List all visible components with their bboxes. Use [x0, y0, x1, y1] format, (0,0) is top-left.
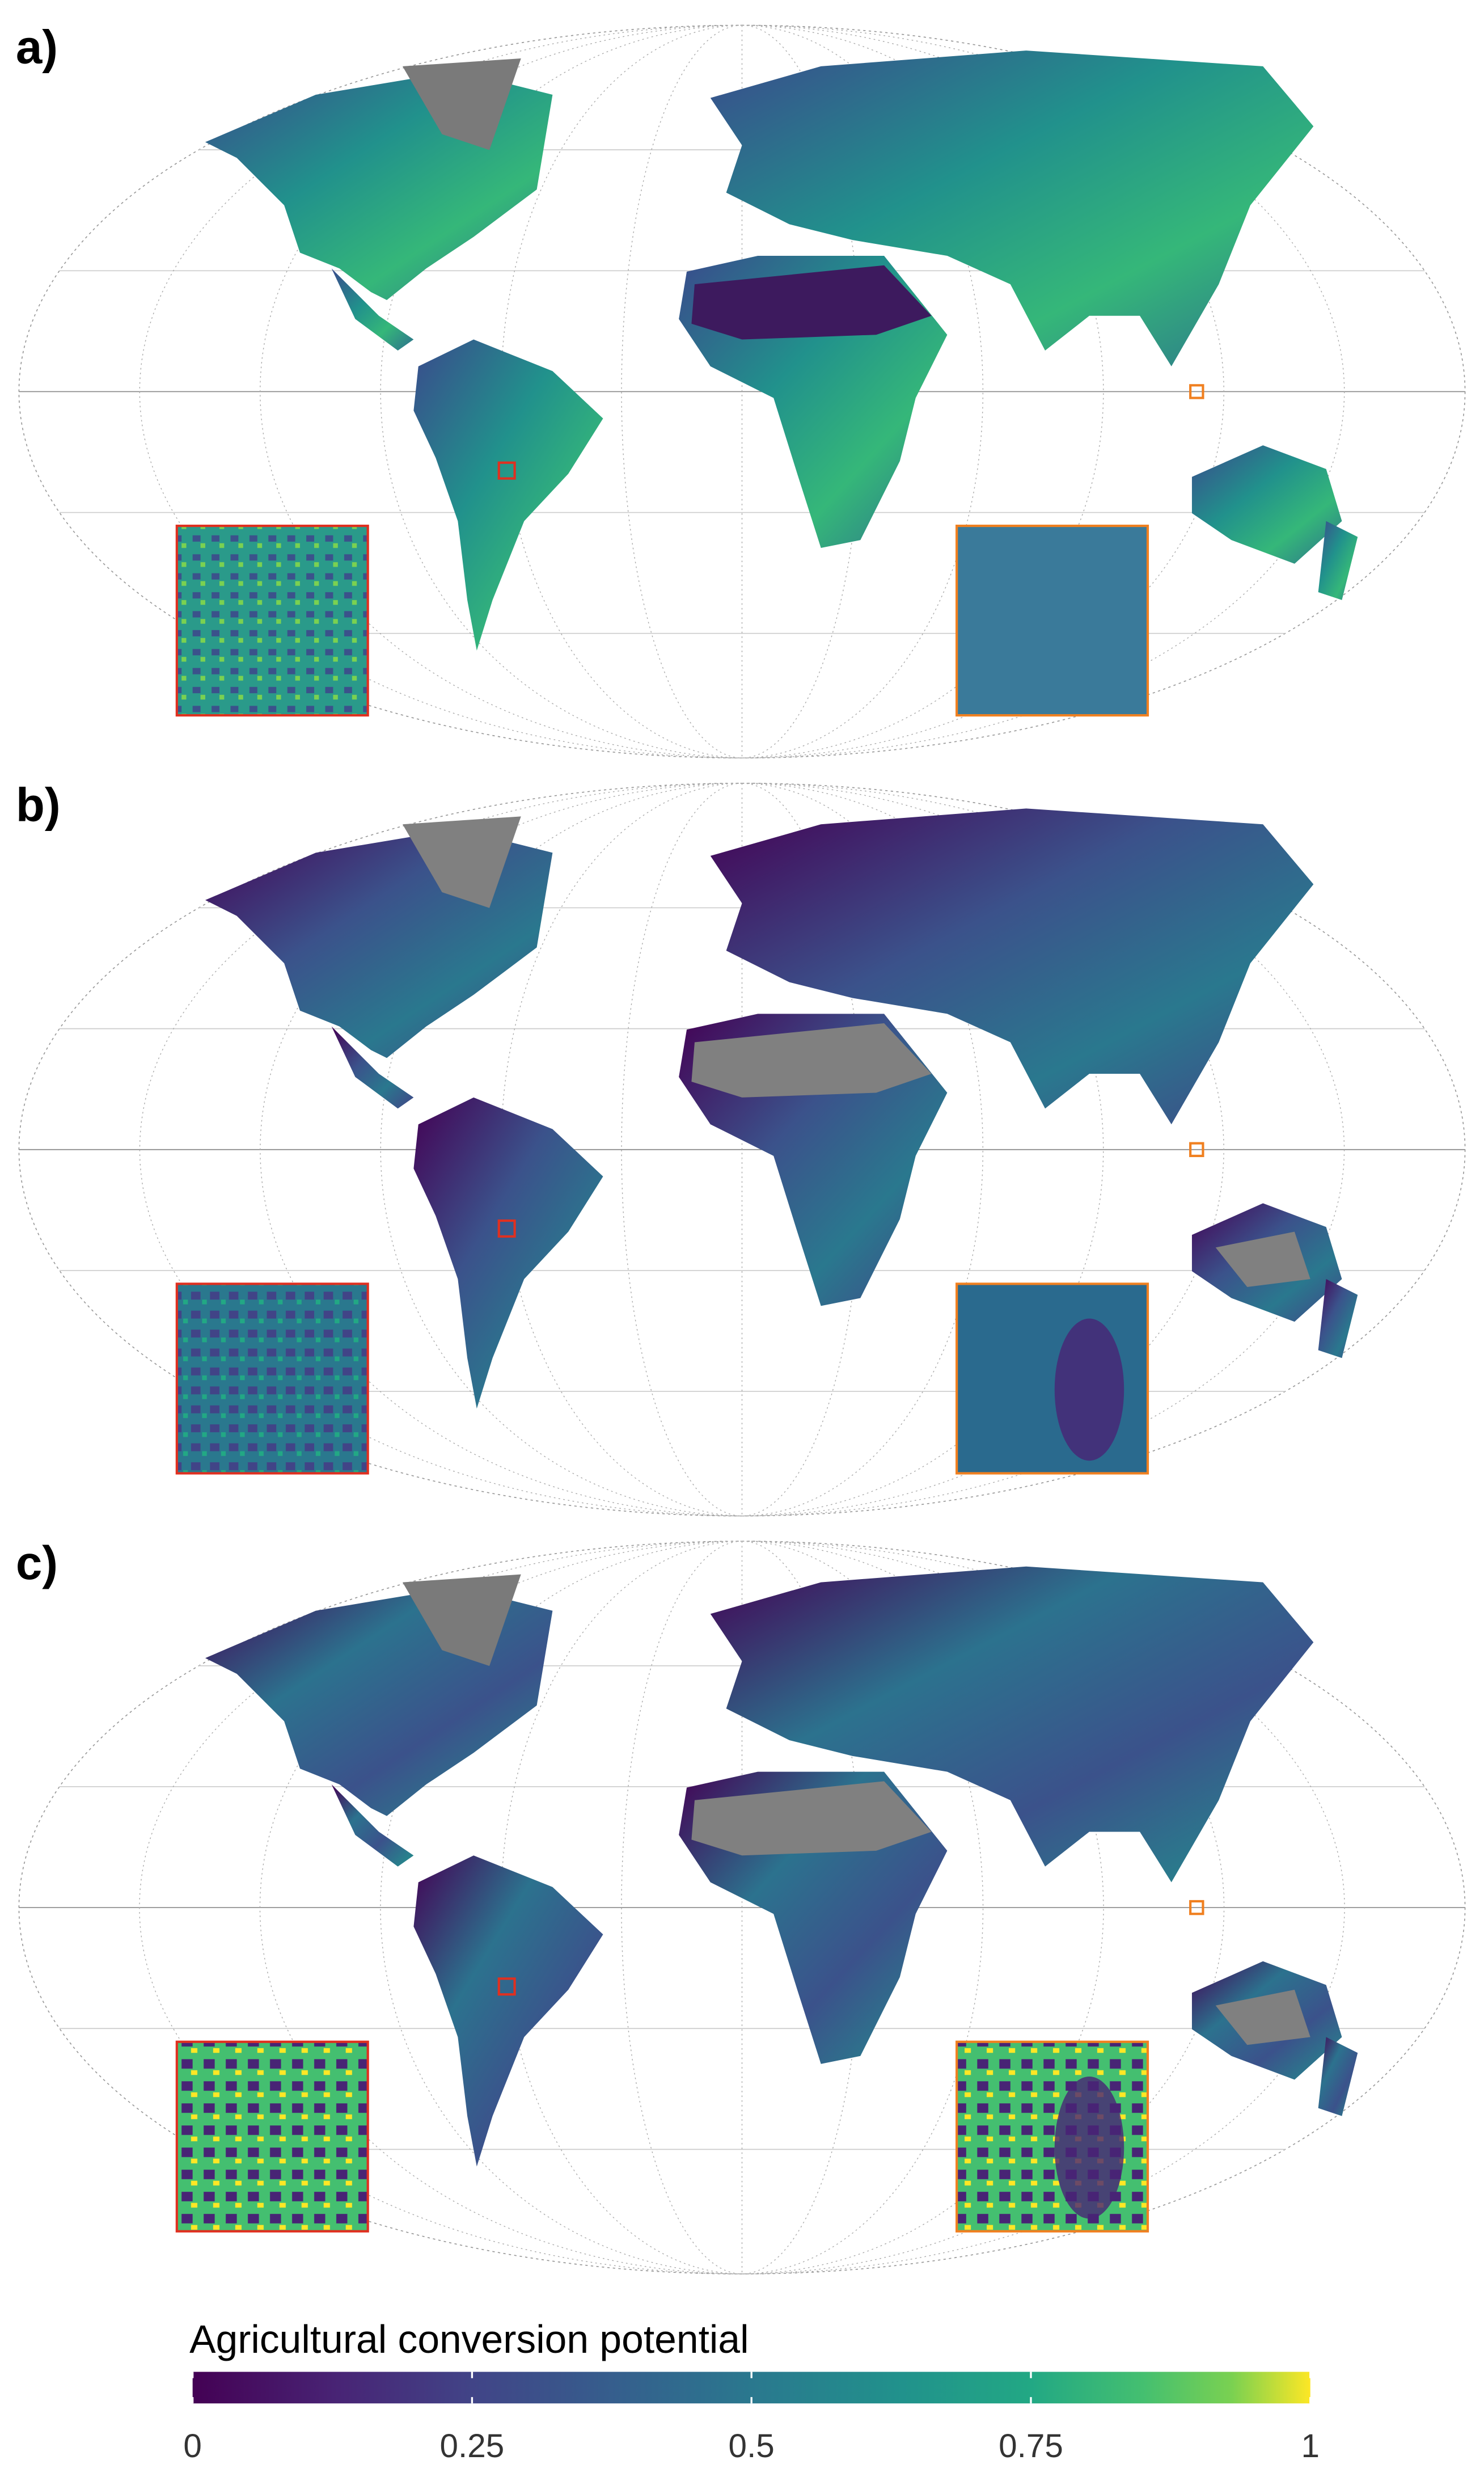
colorbar-tick-label: 1: [1301, 2428, 1320, 2465]
study-area-marker: [497, 1977, 516, 1996]
graticule-meridian: [380, 1541, 742, 2275]
inset-detail: [1054, 2076, 1124, 2219]
graticule-meridian: [742, 1541, 1104, 2275]
colorbar-tick-label: 0.5: [729, 2428, 775, 2465]
desert: [1215, 1231, 1310, 1287]
greenland: [402, 816, 521, 908]
land: [205, 1566, 1358, 2167]
map-panel: b): [16, 778, 1466, 1517]
inset-map: [955, 524, 1149, 717]
greenland: [402, 58, 521, 150]
panel-label: b): [16, 778, 61, 832]
graticule-meridian: [621, 783, 742, 1517]
colorbar-tick-label: 0.25: [440, 2428, 505, 2465]
graticule-meridian: [139, 783, 742, 1517]
study-area-marker: [497, 461, 516, 480]
graticule-meridian: [742, 783, 863, 1517]
study-area-marker: [497, 1219, 516, 1238]
map-panel: c): [16, 1536, 1466, 2275]
graticule-meridian: [742, 1541, 863, 2275]
panel-label: a): [16, 20, 58, 73]
desert: [691, 1023, 932, 1098]
study-area-marker: [1189, 1142, 1204, 1157]
map-panel: a): [16, 20, 1466, 759]
graticule-meridian: [259, 783, 742, 1517]
colorbar-tick-label: 0.75: [999, 2428, 1063, 2465]
land: [205, 808, 1358, 1409]
inset-map: [175, 1282, 369, 1475]
greenland: [402, 1574, 521, 1666]
land: [205, 50, 1358, 651]
colorbar-tick-label: 0: [183, 2428, 202, 2465]
graticule-meridian: [139, 24, 742, 759]
inset-map: [175, 2040, 369, 2233]
desert: [691, 265, 932, 340]
colorbar-title: Agricultural conversion potential: [189, 2317, 749, 2361]
graticule-meridian: [742, 24, 863, 759]
graticule-meridian: [259, 24, 742, 759]
inset-map: [175, 524, 369, 717]
graticule-meridian: [621, 24, 742, 759]
desert: [1215, 1989, 1310, 2045]
graticule-meridian: [139, 1541, 742, 2275]
study-area-marker: [1189, 1900, 1204, 1915]
graticule-meridian: [259, 1541, 742, 2275]
study-area-marker: [1189, 384, 1204, 399]
graticule-meridian: [621, 1541, 742, 2275]
inset-detail: [1054, 1318, 1124, 1461]
panel-label: c): [16, 1536, 58, 1589]
desert: [691, 1781, 932, 1856]
